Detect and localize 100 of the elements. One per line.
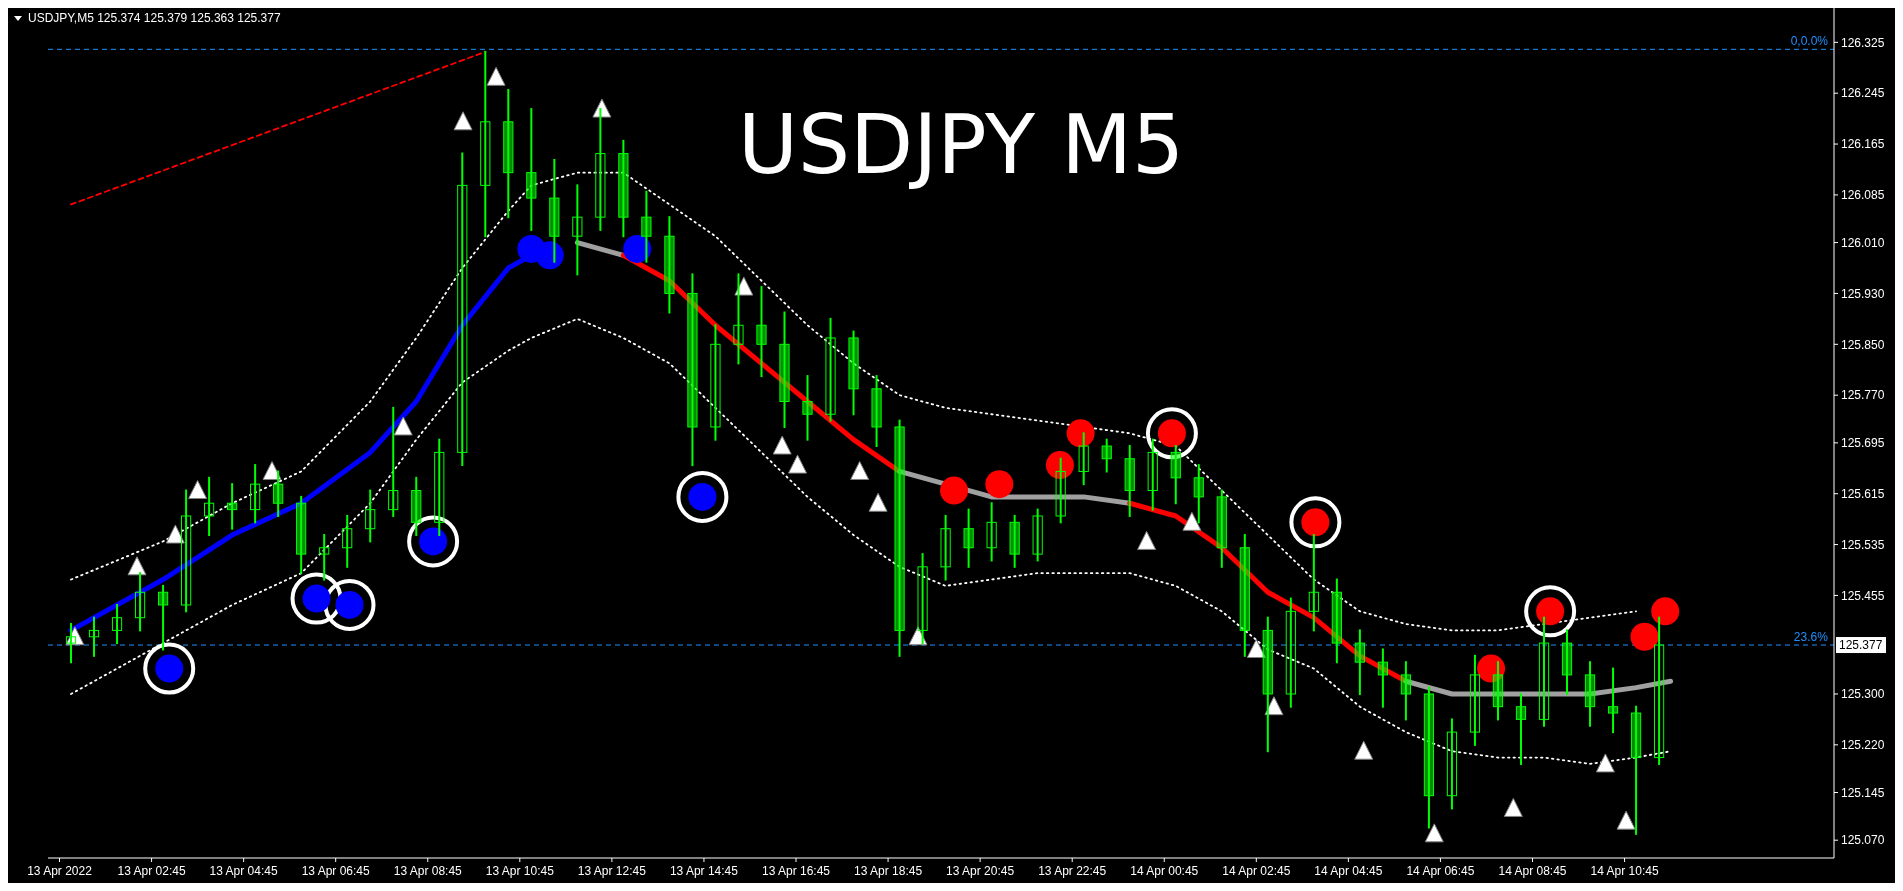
candlestick	[1630, 705, 1642, 835]
x-tick-label: 14 Apr 08:45	[1498, 864, 1567, 878]
candlestick	[802, 375, 813, 441]
x-tick-label: 13 Apr 10:45	[485, 864, 555, 878]
x-tick-label: 14 Apr 04:45	[1314, 864, 1383, 878]
candlestick	[204, 476, 215, 537]
point	[1630, 622, 1659, 651]
candlestick	[1331, 578, 1342, 664]
x-tick-label: 13 Apr 04:45	[209, 864, 278, 878]
point	[393, 416, 413, 436]
candlestick	[227, 483, 238, 530]
point	[734, 276, 754, 296]
candlestick	[411, 476, 422, 537]
candlestick	[1308, 534, 1319, 632]
point	[985, 470, 1014, 499]
candlestick	[1193, 464, 1204, 524]
candlestick	[1515, 692, 1527, 765]
candlestick	[1492, 661, 1504, 721]
candlestick	[1055, 457, 1066, 524]
candlestick	[894, 419, 905, 657]
y-tick-label: 125.070	[1841, 833, 1885, 848]
candlestick	[618, 139, 629, 238]
point	[1264, 696, 1284, 716]
candlestick	[641, 190, 652, 263]
candlestick	[664, 216, 675, 314]
candlestick	[1078, 432, 1089, 486]
point	[1182, 511, 1202, 531]
y-tick-label: 126.010	[1841, 235, 1885, 250]
candlestick	[342, 514, 353, 568]
point	[676, 470, 729, 523]
candlestick	[1561, 629, 1573, 695]
candlestick	[572, 184, 583, 276]
candlestick	[526, 108, 537, 231]
point	[1424, 823, 1444, 843]
y-tick-label: 126.085	[1841, 188, 1885, 203]
point	[486, 66, 506, 86]
point	[940, 476, 969, 505]
point	[1145, 407, 1198, 460]
candlestick	[319, 534, 330, 581]
candlestick	[595, 108, 606, 231]
candlestick	[273, 470, 284, 517]
candlestick	[88, 616, 100, 657]
point	[623, 234, 652, 263]
y-tick-label: 125.615	[1841, 486, 1885, 501]
candlestick	[1584, 661, 1596, 727]
point	[868, 492, 888, 512]
candlestick	[65, 623, 77, 664]
candlestick	[871, 375, 882, 448]
y-tick-label: 125.145	[1841, 785, 1885, 800]
y-tick-label: 125.455	[1841, 588, 1885, 603]
candlestick	[940, 514, 951, 581]
candlestick	[1216, 489, 1227, 568]
candlestick	[825, 317, 836, 422]
point	[453, 111, 473, 131]
x-tick-label: 13 Apr 08:45	[393, 864, 463, 878]
candlestick	[480, 50, 491, 238]
x-tick-label: 13 Apr 02:45	[117, 864, 186, 878]
candlestick	[1446, 718, 1458, 810]
candlestick	[296, 495, 307, 575]
y-tick-label: 126.245	[1841, 86, 1885, 101]
candlestick	[1101, 438, 1112, 473]
candlestick	[365, 489, 376, 543]
x-tick-label: 13 Apr 2022	[27, 864, 93, 878]
point	[143, 642, 196, 695]
y-tick-label: 125.535	[1841, 537, 1885, 552]
chart-subtitle: USDJPY,M5 125.374 125.379 125.363 125.377	[28, 11, 281, 25]
candlestick	[710, 324, 721, 441]
candlestick	[549, 158, 560, 263]
candlestick	[503, 89, 514, 219]
x-tick-label: 14 Apr 00:45	[1130, 864, 1199, 878]
candlestick	[1607, 667, 1619, 734]
candlestick	[1262, 616, 1273, 753]
x-tick-label: 13 Apr 16:45	[761, 864, 831, 878]
x-tick-label: 13 Apr 18:45	[854, 864, 923, 878]
candlestick	[157, 584, 169, 651]
y-tick-label: 126.165	[1841, 137, 1885, 152]
point	[850, 460, 870, 480]
text: USDJPY M5	[737, 97, 1185, 192]
y-tick-label: 125.770	[1841, 388, 1885, 403]
x-tick-label: 13 Apr 22:45	[1038, 864, 1107, 878]
point	[407, 515, 460, 568]
y-tick-label: 126.325	[1841, 35, 1885, 50]
y-tick-label: 125.930	[1841, 286, 1885, 301]
candlestick	[388, 406, 399, 517]
point	[262, 460, 282, 480]
point	[1477, 654, 1506, 683]
candlestick	[687, 273, 698, 467]
candlestick	[1170, 445, 1181, 505]
point	[188, 480, 208, 500]
x-tick-label: 13 Apr 20:45	[946, 864, 1015, 878]
candlestick	[963, 508, 974, 568]
candlestick	[1147, 438, 1158, 511]
y-tick-label: 125.850	[1841, 337, 1885, 352]
candlestick	[250, 464, 261, 524]
point	[1289, 496, 1342, 549]
candlestick	[1239, 534, 1250, 657]
point	[1137, 530, 1157, 550]
candlestick	[1032, 508, 1043, 562]
point	[772, 435, 792, 455]
candlestick	[1538, 616, 1550, 727]
